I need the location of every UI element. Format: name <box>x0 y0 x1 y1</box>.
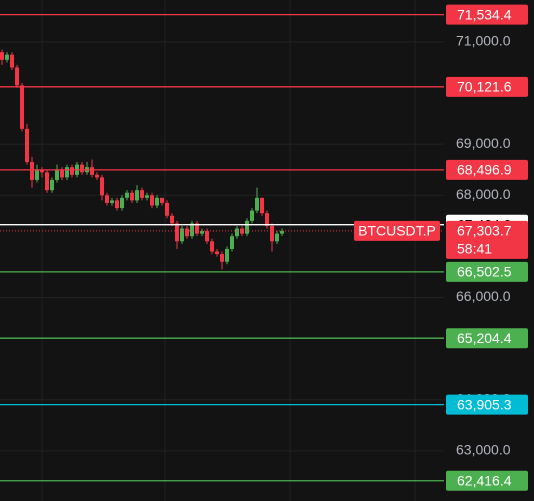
candle-body <box>195 223 199 234</box>
candle-body <box>10 54 14 68</box>
price-badge-label: 65,204.4 <box>457 330 512 346</box>
candle-body <box>255 197 259 211</box>
price-badge-label: 66,502.5 <box>457 264 512 280</box>
candle-body <box>230 236 234 249</box>
candle-body <box>210 241 214 252</box>
y-tick-label: 71,000.0 <box>456 33 511 49</box>
candle-body <box>250 210 254 221</box>
price-badge <box>446 261 528 282</box>
symbol-label: BTCUSDT.P <box>358 223 436 239</box>
candle-body <box>155 197 159 206</box>
candle-body <box>160 197 164 203</box>
candle-body <box>5 54 9 60</box>
y-tick-label: 68,000.0 <box>456 186 511 202</box>
candle-body <box>175 223 179 242</box>
candle-body <box>265 213 269 226</box>
price-badge <box>446 159 528 180</box>
candle-body <box>270 225 274 242</box>
price-badge <box>446 470 528 491</box>
candle-body <box>200 231 204 234</box>
candle-body <box>190 223 194 237</box>
candle-body <box>110 200 114 203</box>
candle-body <box>105 195 109 203</box>
price-badge-label: 62,416.4 <box>457 472 512 488</box>
candle-body <box>15 67 19 86</box>
y-tick-label: 63,000.0 <box>456 442 511 458</box>
candle-body <box>245 220 249 234</box>
candle-body <box>90 167 94 175</box>
price-badge <box>446 328 528 349</box>
candle-body <box>170 215 174 224</box>
candle-body <box>0 52 4 60</box>
price-badge-label: 63,905.3 <box>457 396 512 412</box>
last-price-label: 67,303.7 <box>457 223 512 239</box>
candle-body <box>25 128 29 163</box>
last-price-badge <box>446 220 528 259</box>
candle-body <box>205 231 209 242</box>
candle-body <box>40 169 44 173</box>
candle-body <box>20 85 24 129</box>
candle-body <box>225 248 229 262</box>
candle-body <box>235 228 239 237</box>
candle-body <box>185 228 189 237</box>
symbol-tag <box>354 220 440 241</box>
candle-body <box>145 195 149 198</box>
price-badge-label: 70,121.6 <box>457 79 512 95</box>
candle-body <box>65 167 69 178</box>
countdown-label: 58:41 <box>457 241 492 257</box>
candle-body <box>55 169 59 180</box>
candle-body <box>60 169 64 178</box>
y-tick-label: 66,000.0 <box>456 288 511 304</box>
candle-body <box>140 190 144 198</box>
candle-body <box>50 179 54 191</box>
candle-body <box>125 192 129 198</box>
candle-body <box>45 172 49 191</box>
candle-body <box>215 251 219 255</box>
candle-body <box>80 164 84 173</box>
candle-body <box>260 197 264 214</box>
candle-body <box>165 202 169 216</box>
price-badge-label: 68,496.9 <box>457 162 512 178</box>
candle-body <box>95 174 99 178</box>
candle-body <box>130 192 134 201</box>
price-badge-label: 71,534.4 <box>457 6 512 22</box>
candle-body <box>135 190 139 201</box>
candle-body <box>180 228 184 242</box>
y-tick-label: 69,000.0 <box>456 135 511 151</box>
price-badge <box>446 4 528 25</box>
candle-body <box>35 169 39 180</box>
candle-body <box>100 177 104 196</box>
price-badge <box>446 394 528 415</box>
candle-body <box>120 197 124 209</box>
candle-body <box>240 228 244 234</box>
candle-body <box>280 230 284 234</box>
candle-body <box>70 167 74 175</box>
candle-body <box>115 200 119 209</box>
candle-body <box>30 162 34 180</box>
candle-body <box>275 233 279 242</box>
price-badge <box>446 76 528 97</box>
candle-body <box>150 195 154 206</box>
candle-body <box>220 254 224 262</box>
